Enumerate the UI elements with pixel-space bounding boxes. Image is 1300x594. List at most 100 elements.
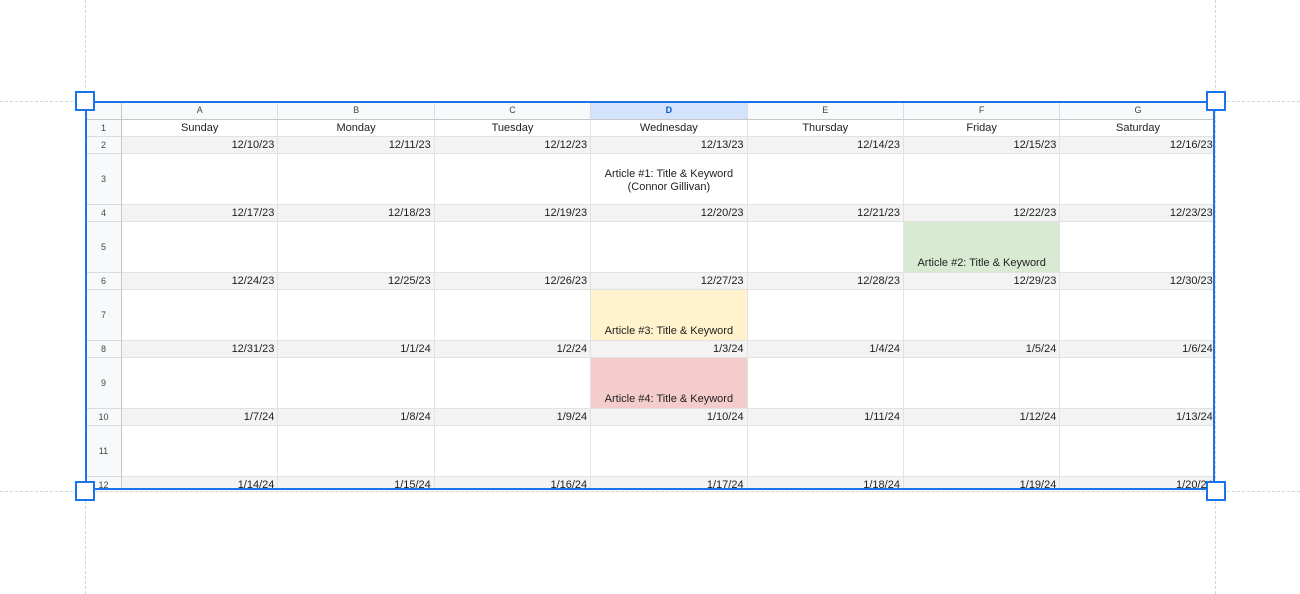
- column-header-b[interactable]: B: [278, 102, 435, 120]
- column-header-f[interactable]: F: [903, 102, 1061, 120]
- content-cell[interactable]: [1060, 154, 1215, 205]
- date-cell[interactable]: 1/15/24: [278, 477, 435, 490]
- date-cell[interactable]: 12/10/23: [122, 137, 279, 154]
- content-cell[interactable]: [122, 358, 279, 409]
- date-cell[interactable]: 12/21/23: [747, 205, 904, 222]
- row-header-7[interactable]: 7: [86, 290, 122, 341]
- content-cell[interactable]: [903, 290, 1061, 341]
- article-2-cell[interactable]: Article #2: Title & Keyword: [903, 222, 1061, 273]
- content-cell[interactable]: [278, 426, 435, 477]
- resize-handle-bottom-left[interactable]: [75, 481, 95, 501]
- date-cell[interactable]: 1/13/24: [1060, 409, 1215, 426]
- date-cell[interactable]: 12/11/23: [278, 137, 435, 154]
- date-cell[interactable]: 12/20/23: [591, 205, 748, 222]
- date-cell[interactable]: 12/26/23: [434, 273, 592, 290]
- content-cell[interactable]: [747, 290, 904, 341]
- content-cell[interactable]: [278, 358, 435, 409]
- content-cell[interactable]: [434, 426, 592, 477]
- date-cell[interactable]: 12/23/23: [1060, 205, 1215, 222]
- content-cell[interactable]: [1060, 290, 1215, 341]
- content-cell[interactable]: [434, 154, 592, 205]
- column-header-a[interactable]: A: [122, 102, 279, 120]
- content-cell[interactable]: [434, 222, 592, 273]
- row-header-3[interactable]: 3: [86, 154, 122, 205]
- column-header-d[interactable]: D: [591, 102, 748, 120]
- date-cell[interactable]: 1/1/24: [278, 341, 435, 358]
- day-cell-thursday[interactable]: Thursday: [747, 120, 904, 137]
- embedded-spreadsheet[interactable]: A B C D E F G 1 Sunday Monday Tuesday We…: [86, 102, 1215, 490]
- content-cell[interactable]: [747, 358, 904, 409]
- row-header-12[interactable]: 12: [86, 477, 122, 490]
- day-cell-sunday[interactable]: Sunday: [122, 120, 279, 137]
- day-cell-tuesday[interactable]: Tuesday: [434, 120, 592, 137]
- date-cell[interactable]: 12/29/23: [903, 273, 1061, 290]
- content-cell[interactable]: [591, 222, 748, 273]
- date-cell[interactable]: 1/9/24: [434, 409, 592, 426]
- content-cell[interactable]: [1060, 426, 1215, 477]
- select-all-corner[interactable]: [86, 102, 122, 120]
- day-cell-wednesday[interactable]: Wednesday: [591, 120, 748, 137]
- date-cell[interactable]: 1/20/24: [1060, 477, 1215, 490]
- content-cell[interactable]: [278, 154, 435, 205]
- content-cell[interactable]: [122, 222, 279, 273]
- row-header-5[interactable]: 5: [86, 222, 122, 273]
- content-cell[interactable]: [747, 426, 904, 477]
- date-cell[interactable]: 12/30/23: [1060, 273, 1215, 290]
- article-4-cell[interactable]: Article #4: Title & Keyword: [591, 358, 748, 409]
- date-cell[interactable]: 12/15/23: [903, 137, 1061, 154]
- row-header-1[interactable]: 1: [86, 120, 122, 137]
- column-header-c[interactable]: C: [434, 102, 592, 120]
- row-header-10[interactable]: 10: [86, 409, 122, 426]
- row-header-4[interactable]: 4: [86, 205, 122, 222]
- date-cell[interactable]: 1/8/24: [278, 409, 435, 426]
- column-header-g[interactable]: G: [1060, 102, 1215, 120]
- row-header-9[interactable]: 9: [86, 358, 122, 409]
- article-1-cell[interactable]: Article #1: Title & Keyword (Connor Gill…: [591, 154, 748, 205]
- date-cell[interactable]: 1/5/24: [903, 341, 1061, 358]
- date-cell[interactable]: 1/3/24: [591, 341, 748, 358]
- day-cell-saturday[interactable]: Saturday: [1060, 120, 1215, 137]
- date-cell[interactable]: 12/18/23: [278, 205, 435, 222]
- date-cell[interactable]: 12/12/23: [434, 137, 592, 154]
- content-cell[interactable]: [278, 222, 435, 273]
- content-cell[interactable]: [903, 154, 1061, 205]
- content-cell[interactable]: [747, 154, 904, 205]
- row-header-2[interactable]: 2: [86, 137, 122, 154]
- row-header-8[interactable]: 8: [86, 341, 122, 358]
- content-cell[interactable]: [903, 426, 1061, 477]
- date-cell[interactable]: 12/31/23: [122, 341, 279, 358]
- date-cell[interactable]: 12/13/23: [591, 137, 748, 154]
- day-cell-monday[interactable]: Monday: [278, 120, 435, 137]
- date-cell[interactable]: 12/24/23: [122, 273, 279, 290]
- content-cell[interactable]: [122, 426, 279, 477]
- date-cell[interactable]: 1/11/24: [747, 409, 904, 426]
- content-cell[interactable]: [591, 426, 748, 477]
- date-cell[interactable]: 12/17/23: [122, 205, 279, 222]
- content-cell[interactable]: [278, 290, 435, 341]
- date-cell[interactable]: 1/16/24: [434, 477, 592, 490]
- content-cell[interactable]: [903, 358, 1061, 409]
- content-cell[interactable]: [122, 290, 279, 341]
- date-cell[interactable]: 1/6/24: [1060, 341, 1215, 358]
- date-cell[interactable]: 1/18/24: [747, 477, 904, 490]
- date-cell[interactable]: 12/22/23: [903, 205, 1061, 222]
- date-cell[interactable]: 1/12/24: [903, 409, 1061, 426]
- date-cell[interactable]: 12/16/23: [1060, 137, 1215, 154]
- row-header-11[interactable]: 11: [86, 426, 122, 477]
- date-cell[interactable]: 1/19/24: [903, 477, 1061, 490]
- date-cell[interactable]: 1/2/24: [434, 341, 592, 358]
- date-cell[interactable]: 1/4/24: [747, 341, 904, 358]
- resize-handle-top-left[interactable]: [75, 91, 95, 111]
- content-cell[interactable]: [434, 290, 592, 341]
- date-cell[interactable]: 1/10/24: [591, 409, 748, 426]
- day-cell-friday[interactable]: Friday: [903, 120, 1061, 137]
- content-cell[interactable]: [434, 358, 592, 409]
- date-cell[interactable]: 1/7/24: [122, 409, 279, 426]
- content-cell[interactable]: [1060, 358, 1215, 409]
- column-header-e[interactable]: E: [747, 102, 904, 120]
- date-cell[interactable]: 1/14/24: [122, 477, 279, 490]
- article-3-cell[interactable]: Article #3: Title & Keyword: [591, 290, 748, 341]
- date-cell[interactable]: 1/17/24: [591, 477, 748, 490]
- resize-handle-bottom-right[interactable]: [1206, 481, 1226, 501]
- date-cell[interactable]: 12/14/23: [747, 137, 904, 154]
